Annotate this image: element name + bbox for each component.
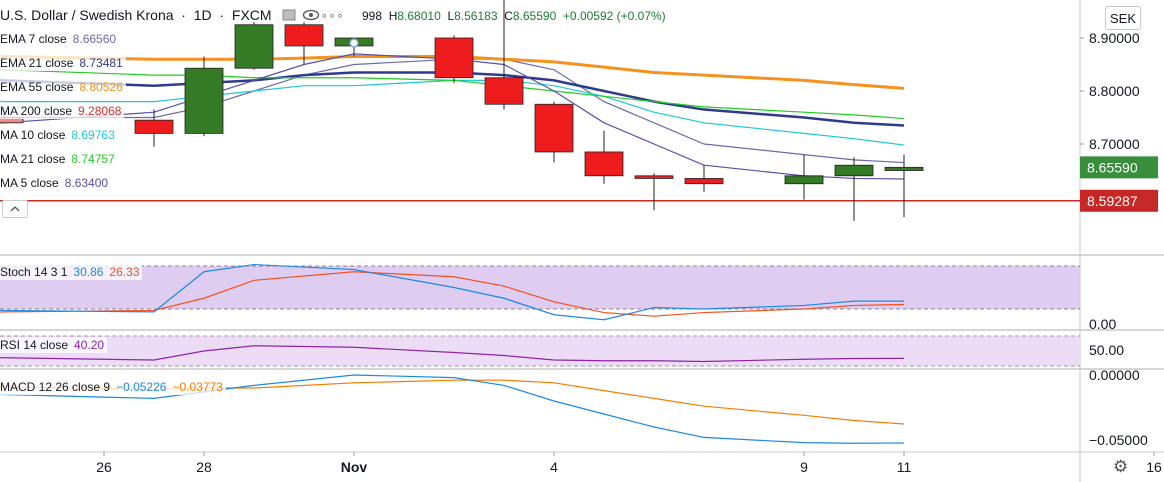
crosshair-marker [349,38,359,48]
candle-body-4 [184,67,224,134]
candle-body-16 [884,166,924,171]
legend-ema55[interactable]: EMA 55 close 8.80526 [0,79,126,95]
eye-icon[interactable] [300,5,322,25]
gear-icon[interactable]: ⚙ [1113,457,1129,476]
legend-ema7[interactable]: EMA 7 close 8.66560 [0,31,120,47]
legend-ma10[interactable]: MA 10 close 8.69763 [0,127,118,143]
time-tick-label: 28 [196,459,212,475]
currency-button[interactable]: SEK [1105,6,1141,30]
legend-macd[interactable]: MACD 12 26 close 9 −0.05226 −0.03773 [0,379,226,395]
candle-body-8 [434,37,474,79]
stoch-band [0,266,1080,309]
candle-body-12 [634,175,674,179]
open-fragment: 998 [362,9,383,23]
ma-line-5 [0,53,905,180]
change-value: +0.00592 (+0.07%) [562,9,666,23]
more-options-icon[interactable]: ∘∘∘ [320,9,345,22]
low-value: 8.56183 [454,9,498,23]
legend-ma200[interactable]: MA 200 close 9.28068 [0,103,125,119]
candle-body-9 [484,77,524,105]
time-tick-label: Nov [341,459,368,475]
time-tick-label: 26 [96,459,112,475]
candle-body-13 [684,178,724,185]
price-tick-label: 8.80000 [1089,83,1140,99]
macd-axis-label-top: 0.00000 [1089,367,1140,383]
rsi-axis-label: 50.00 [1089,342,1124,358]
time-tick-label: 4 [550,459,558,475]
legend-rsi[interactable]: RSI 14 close 40.20 [0,337,108,353]
legend-stoch[interactable]: Stoch 14 3 1 30.86 26.33 [0,264,143,280]
candle-body-11 [584,151,624,177]
price-tick-label: 8.90000 [1089,30,1140,46]
legend-ma21[interactable]: MA 21 close 8.74757 [0,151,118,167]
time-tick-label: 9 [800,459,808,475]
symbol-name: U.S. Dollar / Swedish Krona [0,7,174,23]
exchange-label: FXCM [231,7,272,23]
high-value: 8.68010 [397,9,441,23]
time-tick-label: 16 [1146,459,1162,475]
ohlc-readout: 998 H8.68010 L8.56183 C8.65590 +0.00592 … [362,9,666,23]
chart-header: U.S. Dollar / Swedish Krona · 1D · FXCM … [0,4,344,26]
rsi-line [0,345,905,363]
ma-line-2 [0,54,905,90]
ma-line-1 [0,71,905,127]
close-value: 8.65590 [512,9,557,23]
macd-line [0,374,905,444]
hide-icon[interactable] [278,5,300,25]
time-tick-label: 11 [897,459,912,475]
rsi-band [0,336,1080,366]
last-price-label: 8.65590 [1087,159,1138,175]
candle-body-14 [784,175,824,185]
ma-line-3 [0,79,905,146]
interval-label: 1D [193,7,212,23]
price-tick-label: 8.70000 [1089,136,1140,152]
candle-body-10 [534,103,574,153]
macd-axis-label-bottom: −0.05000 [1089,432,1148,448]
legend-ma5[interactable]: MA 5 close 8.63400 [0,175,112,191]
level-price-label: 8.59287 [1087,193,1138,209]
stoch-d-line [0,271,905,317]
last-price-tag [1080,156,1158,179]
candle-body-3 [134,119,174,134]
symbol-title[interactable]: U.S. Dollar / Swedish Krona · 1D · FXCM [0,7,272,23]
candle-body-6 [284,24,324,47]
candle-body-5 [234,24,274,69]
stoch-k-line [0,263,904,321]
legend-ema21[interactable]: EMA 21 close 8.73481 [0,55,126,71]
collapse-legend-button[interactable] [2,200,28,218]
level-price-tag [1080,189,1158,212]
ma-line-4 [0,68,905,120]
candle-body-15 [834,164,874,177]
stoch-axis-label: 0.00 [1089,316,1116,332]
